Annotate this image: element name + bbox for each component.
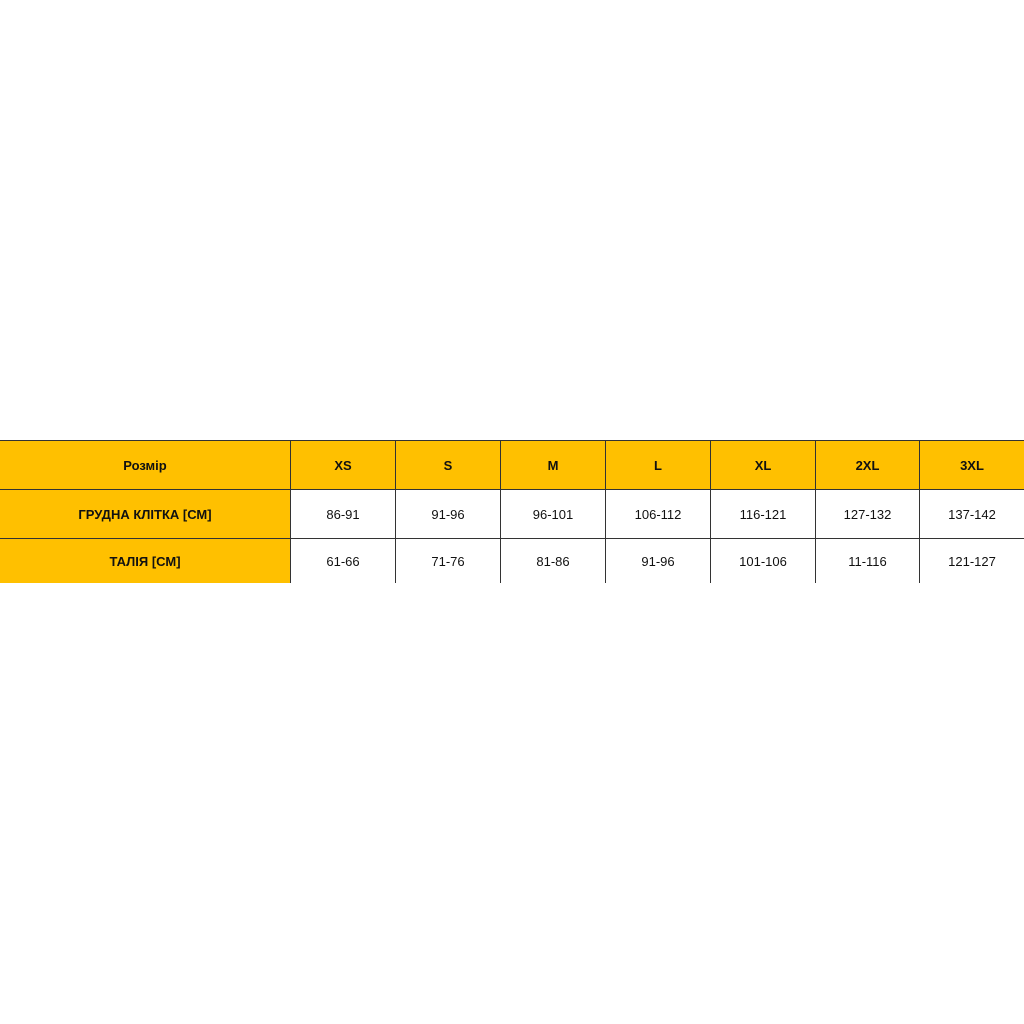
table-cell: 81-86 [501, 538, 606, 583]
header-cell: XL [711, 440, 816, 489]
header-cell: ГРУДНА КЛІТКА [СМ] [0, 489, 291, 538]
header-cell: XS [291, 440, 396, 489]
table-cell: 11-116 [816, 538, 920, 583]
table-cell: 61-66 [291, 538, 396, 583]
header-cell: ТАЛІЯ [СМ] [0, 538, 291, 583]
table-cell: 121-127 [920, 538, 1024, 583]
table-cell: 127-132 [816, 489, 920, 538]
header-cell: 3XL [920, 440, 1024, 489]
size-table: Розмір XS S M L XL 2XL 3XL ГРУДНА КЛІТКА [СМ] 86-… [0, 440, 1024, 583]
table-cell: 71-76 [396, 538, 501, 583]
table-cell: 91-96 [606, 538, 711, 583]
header-cell: M [501, 440, 606, 489]
table-cell: 116-121 [711, 489, 816, 538]
header-cell: 2XL [816, 440, 920, 489]
table-cell: 137-142 [920, 489, 1024, 538]
table-cell: 91-96 [396, 489, 501, 538]
header-cell: Розмір [0, 440, 291, 489]
table-cell: 106-112 [606, 489, 711, 538]
header-cell: S [396, 440, 501, 489]
table-cell: 96-101 [501, 489, 606, 538]
table-cell: 86-91 [291, 489, 396, 538]
table-cell: 101-106 [711, 538, 816, 583]
header-cell: L [606, 440, 711, 489]
